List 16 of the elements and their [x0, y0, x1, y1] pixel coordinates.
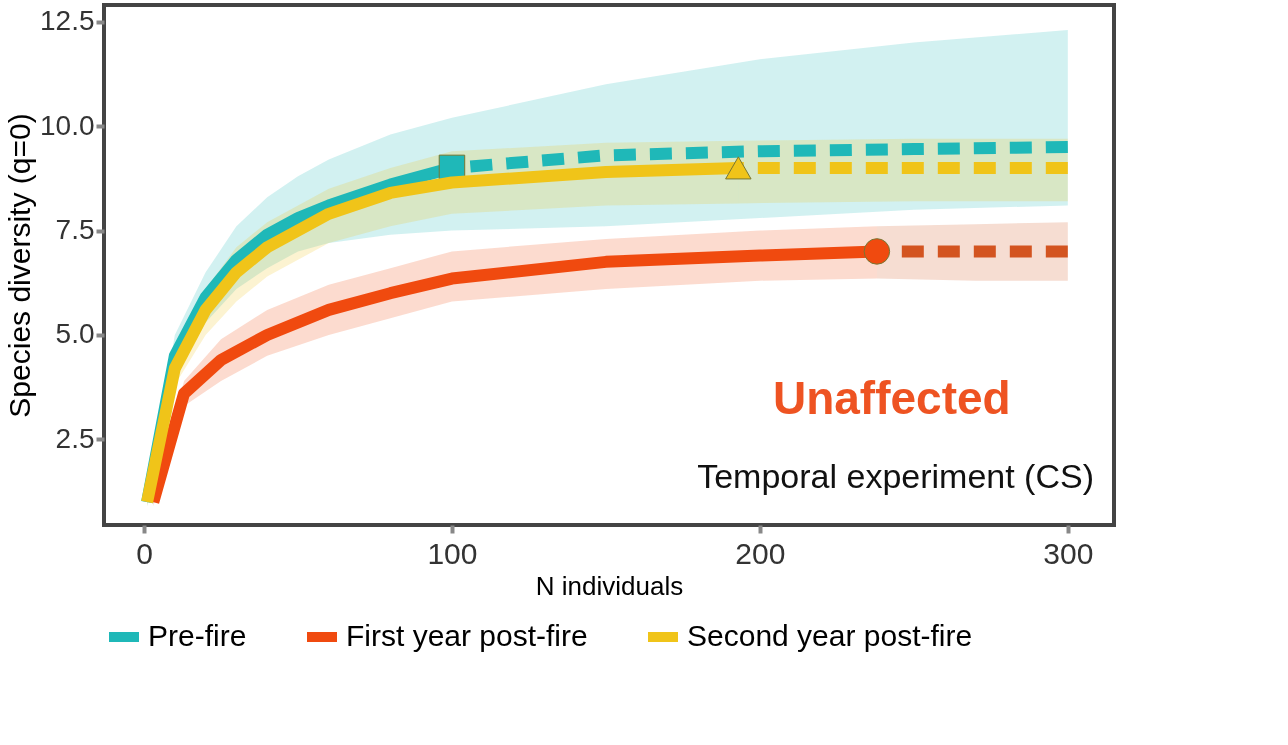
y-axis-title: Species diversity (q=0): [3, 113, 36, 418]
legend-label: Pre-fire: [148, 619, 247, 652]
y-tick-label: 10.0: [40, 109, 95, 141]
y-tick-label: 2.5: [55, 422, 95, 454]
y-tick-label: 12.5: [40, 5, 95, 37]
x-tick-label: 200: [735, 536, 786, 570]
y-tick-label: 7.5: [55, 214, 95, 246]
x-tick-label: 0: [136, 536, 153, 570]
legend-label: First year post-fire: [346, 619, 588, 652]
legend-label: Second year post-fire: [687, 619, 973, 652]
annotation: Unaffected: [772, 372, 1011, 425]
y-tick-label: 5.0: [55, 318, 95, 350]
x-axis-title: N individuals: [535, 570, 684, 601]
x-tick-label: 100: [427, 536, 478, 570]
x-tick-label: 300: [1043, 536, 1094, 570]
annotation: Temporal experiment (CS): [697, 457, 1094, 496]
